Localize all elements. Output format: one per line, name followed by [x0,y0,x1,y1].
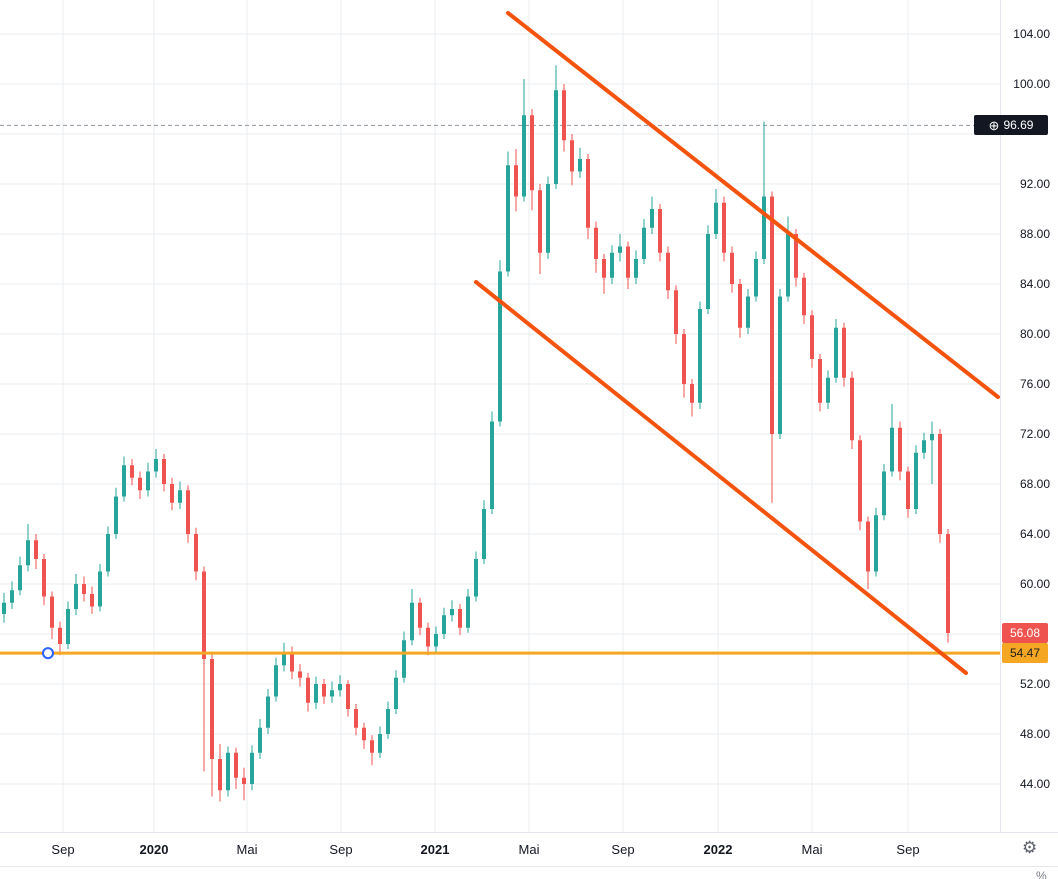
price-tick-label: 60.00 [1019,577,1050,591]
time-axis-label: Mai [518,842,540,857]
time-axis-label: Sep [896,842,920,857]
price-tick-label: 52.00 [1019,677,1050,691]
time-axis-label: Sep [611,842,635,857]
candles-group [2,65,950,802]
time-axis-label: 2020 [139,842,169,857]
price-tick-label: 84.00 [1019,277,1050,291]
hline-price-badge: 54.47 [1002,643,1048,664]
price-tick-label: 76.00 [1019,377,1050,391]
line-drag-handle[interactable] [42,647,54,660]
candlestick-chart[interactable] [0,0,1000,832]
price-tick-label: 48.00 [1019,727,1050,741]
price-tick-label: 72.00 [1019,427,1050,441]
price-tick-label: 68.00 [1019,477,1050,491]
percent-scale-button[interactable]: % [1036,869,1047,879]
time-axis-label: Mai [801,842,823,857]
time-axis-label: Sep [51,842,75,857]
alert-price-badge[interactable]: ⊕ 96.69 [974,115,1048,136]
time-axis[interactable]: ⚙ Sep 2020 Mai Sep 2021 Mai Sep 2022 Mai Sep [0,832,1058,867]
price-tick-label: 100.00 [1013,77,1050,91]
price-axis[interactable]: 104.00 100.00 92.00 88.00 84.00 80.00 76.00 72.… [974,0,1058,832]
trend-line-upper[interactable] [506,11,1000,399]
badge-price-text: 54.47 [1009,646,1041,661]
price-tick-label: 88.00 [1019,227,1050,241]
time-axis-label: 2022 [703,842,733,857]
badge-price-text: 96.69 [1003,118,1034,133]
time-axis-label: 2021 [420,842,450,857]
time-axis-label: Sep [329,842,353,857]
time-axis-label: Mai [236,842,258,857]
bottom-toolbar-strip: % [0,866,1058,879]
price-tick-label: 80.00 [1019,327,1050,341]
last-price-badge: 56.08 [1002,623,1048,643]
plus-circle-icon[interactable]: ⊕ [988,117,1000,133]
badge-price-text: 56.08 [1009,626,1041,640]
price-tick-label: 64.00 [1019,527,1050,541]
price-tick-label: 104.00 [1013,27,1050,41]
settings-gear-icon[interactable]: ⚙ [1022,838,1038,857]
price-tick-label: 44.00 [1019,777,1050,791]
trend-line-lower[interactable] [474,280,968,675]
price-tick-label: 92.00 [1019,177,1050,191]
